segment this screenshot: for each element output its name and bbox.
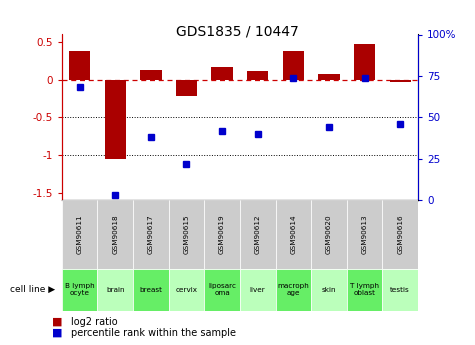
Text: GSM90620: GSM90620	[326, 215, 332, 254]
Bar	[347, 200, 382, 269]
Text: ■: ■	[52, 328, 63, 338]
Bar	[247, 71, 268, 80]
Text: liposarc
oma: liposarc oma	[208, 283, 236, 296]
Text: GSM90613: GSM90613	[361, 215, 368, 254]
Text: ■: ■	[52, 317, 63, 326]
Text: GSM90618: GSM90618	[112, 215, 118, 254]
Text: breast: breast	[139, 287, 162, 293]
Bar	[390, 80, 411, 82]
Bar	[318, 75, 340, 80]
Bar	[283, 51, 304, 80]
Bar	[276, 269, 311, 310]
Text: log2 ratio: log2 ratio	[71, 317, 118, 326]
Text: GDS1835 / 10447: GDS1835 / 10447	[176, 24, 299, 38]
Text: GSM90616: GSM90616	[397, 215, 403, 254]
Bar	[62, 269, 97, 310]
Bar	[62, 200, 97, 269]
Bar	[311, 269, 347, 310]
Text: GSM90614: GSM90614	[290, 215, 296, 254]
Bar	[347, 269, 382, 310]
Text: brain: brain	[106, 287, 124, 293]
Bar	[97, 200, 133, 269]
Text: GSM90619: GSM90619	[219, 215, 225, 254]
Text: cell line ▶: cell line ▶	[10, 285, 55, 294]
Text: GSM90612: GSM90612	[255, 215, 261, 254]
Bar	[133, 200, 169, 269]
Bar	[133, 269, 169, 310]
Bar	[176, 80, 197, 96]
Bar	[276, 200, 311, 269]
Bar	[69, 51, 90, 80]
Text: GSM90615: GSM90615	[183, 215, 190, 254]
Bar	[169, 269, 204, 310]
Bar	[382, 269, 418, 310]
Text: macroph
age: macroph age	[277, 283, 309, 296]
Bar	[311, 200, 347, 269]
Text: liver: liver	[250, 287, 266, 293]
Text: B lymph
ocyte: B lymph ocyte	[65, 283, 95, 296]
Text: skin: skin	[322, 287, 336, 293]
Bar	[204, 200, 240, 269]
Text: GSM90617: GSM90617	[148, 215, 154, 254]
Text: T lymph
oblast: T lymph oblast	[350, 283, 379, 296]
Text: cervix: cervix	[175, 287, 198, 293]
Bar	[104, 80, 126, 159]
Bar	[140, 70, 162, 80]
Bar	[211, 67, 233, 80]
Bar	[204, 269, 240, 310]
Bar	[354, 44, 375, 80]
Text: testis: testis	[390, 287, 410, 293]
Bar	[240, 200, 276, 269]
Text: percentile rank within the sample: percentile rank within the sample	[71, 328, 236, 338]
Bar	[240, 269, 276, 310]
Bar	[97, 269, 133, 310]
Bar	[169, 200, 204, 269]
Text: GSM90611: GSM90611	[76, 215, 83, 254]
Bar	[382, 200, 418, 269]
